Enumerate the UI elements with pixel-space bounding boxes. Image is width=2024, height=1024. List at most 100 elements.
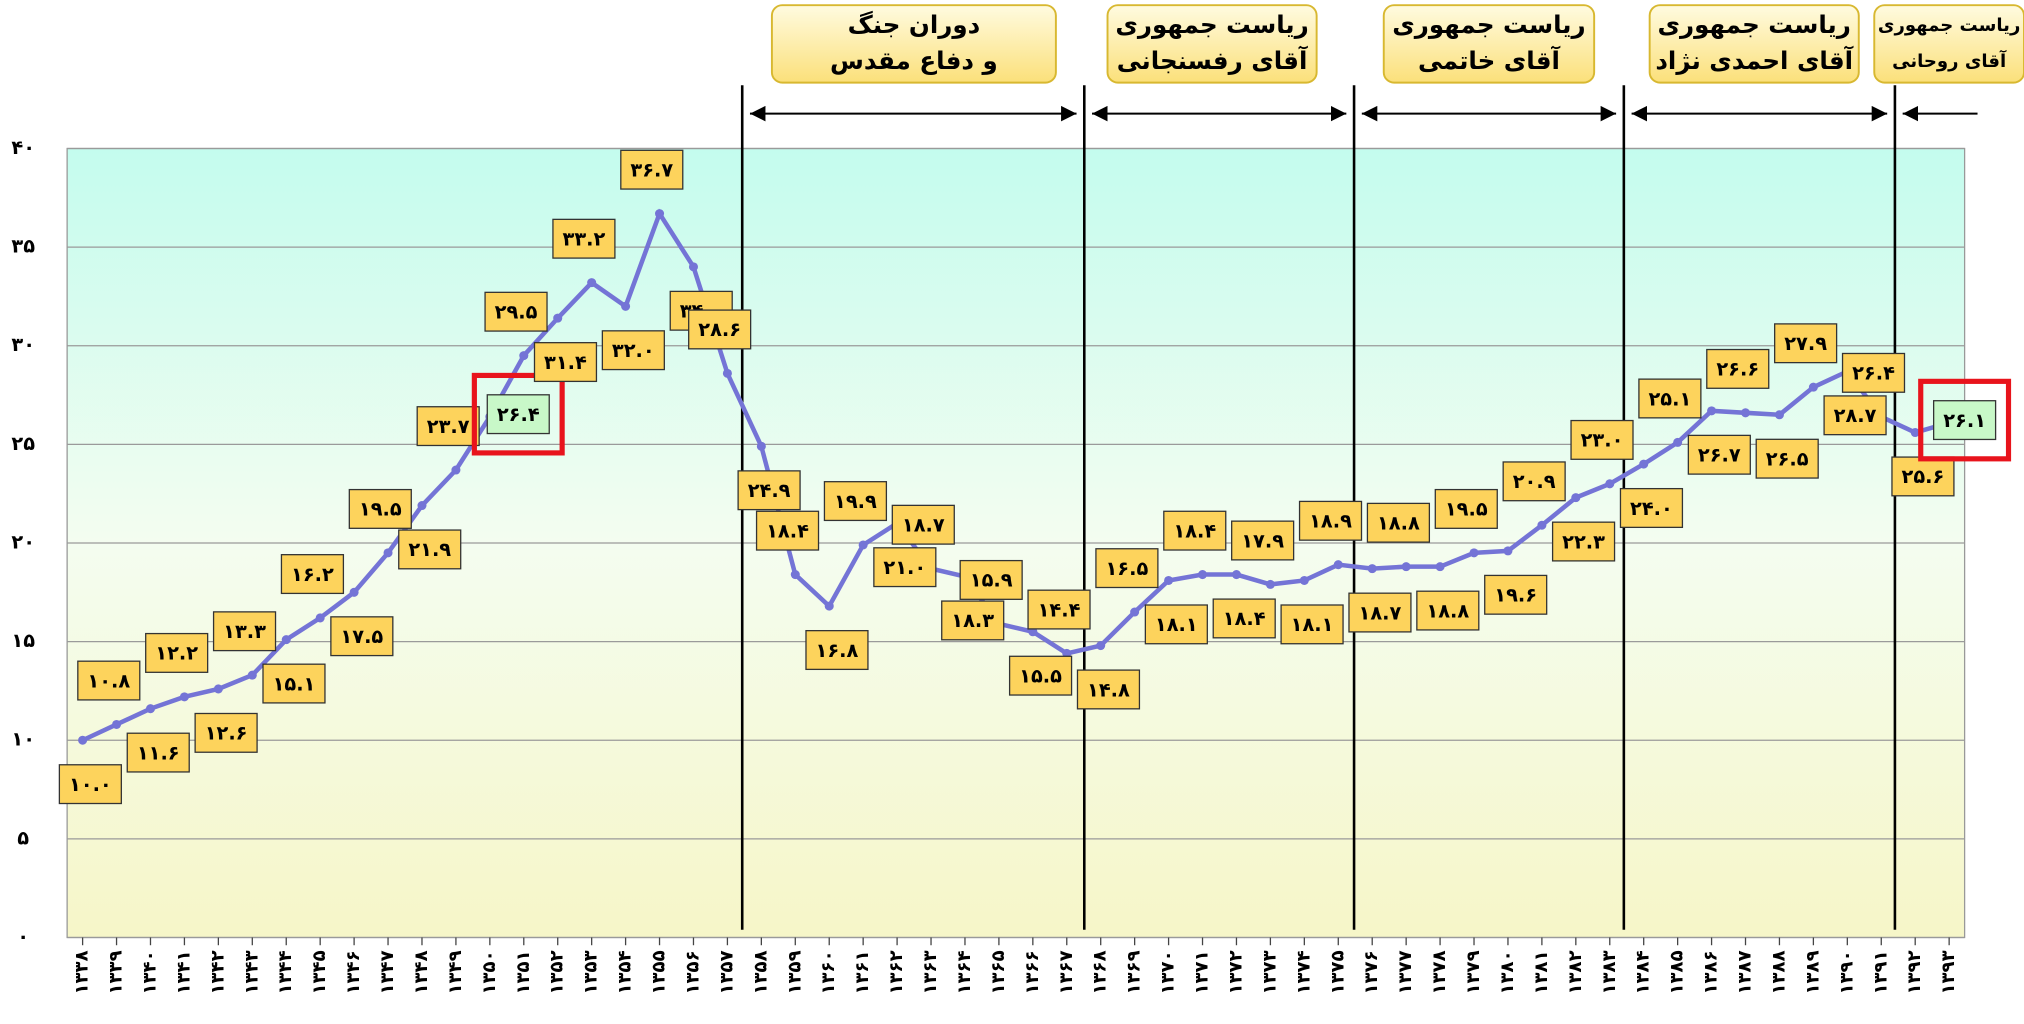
value-label-box — [823, 481, 888, 522]
data-point — [1469, 548, 1479, 558]
x-tick-label: ۱۳۹۱ — [1870, 950, 1891, 994]
value-label-box — [484, 291, 548, 332]
value-label-box — [77, 660, 141, 701]
y-tick-label: ۱۵ — [11, 629, 35, 652]
data-point — [688, 262, 698, 272]
value-label: ۲۶.۷ — [1698, 444, 1741, 467]
value-label-box — [1932, 400, 1997, 441]
data-point — [1571, 493, 1581, 503]
value-label-box — [1163, 510, 1227, 551]
x-tick-label: ۱۳۷۹ — [1463, 950, 1484, 994]
value-label-box — [58, 764, 122, 805]
value-label: ۲۰.۹ — [1513, 470, 1556, 493]
x-tick-label: ۱۳۶۰ — [818, 950, 839, 994]
value-label-box — [194, 712, 258, 753]
value-label-box — [873, 547, 937, 588]
x-tick-label: ۱۳۷۴ — [1293, 950, 1314, 994]
x-tick-label: ۱۳۶۹ — [1124, 950, 1145, 994]
era-box — [1648, 4, 1860, 84]
value-label: ۲۶.۶ — [1716, 358, 1759, 381]
value-label: ۲۴.۰ — [1630, 497, 1673, 520]
value-label-box — [1706, 348, 1770, 389]
value-label-box — [891, 504, 955, 545]
x-tick-label: ۱۳۷۶ — [1361, 950, 1382, 994]
x-tick-label: ۱۳۴۳ — [241, 950, 262, 994]
x-tick-label: ۱۳۴۹ — [445, 950, 466, 994]
data-point — [1740, 408, 1751, 418]
value-label-box — [486, 394, 550, 435]
value-label-box — [348, 488, 412, 529]
x-tick-label: ۱۳۷۸ — [1429, 950, 1450, 994]
data-point — [112, 719, 122, 729]
value-label-box — [533, 342, 598, 383]
value-label-box — [620, 149, 684, 190]
x-tick-label: ۱۳۸۳ — [1599, 950, 1620, 994]
era-label: ریاست جمهوری — [1878, 15, 2020, 36]
value-label: ۱۸.۸ — [1426, 599, 1469, 622]
era-box — [1873, 4, 2024, 84]
value-label: ۱۴.۴ — [1038, 598, 1081, 621]
value-label: ۱۹.۹ — [834, 490, 877, 513]
data-point — [587, 278, 597, 288]
x-tick-label: ۱۳۸۱ — [1531, 950, 1552, 994]
value-label: ۲۵.۱ — [1648, 387, 1691, 410]
x-tick-label: ۱۳۷۵ — [1327, 950, 1348, 994]
data-point — [1367, 564, 1377, 574]
value-label: ۱۸.۴ — [766, 519, 809, 542]
data-point — [1673, 437, 1683, 447]
x-tick-label: ۱۳۴۲ — [207, 950, 228, 994]
data-point — [383, 548, 393, 558]
value-label: ۱۶.۵ — [1106, 557, 1149, 580]
value-label: ۱۷.۹ — [1241, 529, 1284, 552]
value-label: ۲۷.۹ — [1784, 332, 1827, 355]
highlight-frame — [471, 372, 565, 456]
highlight-frame — [1918, 378, 2012, 462]
data-point — [78, 735, 88, 745]
data-point — [1265, 579, 1275, 589]
y-tick-label: ۴۰ — [11, 136, 35, 159]
x-tick-label: ۱۳۴۸ — [411, 950, 432, 994]
data-point — [621, 301, 631, 311]
value-label: ۱۹.۵ — [359, 498, 402, 521]
value-label: ۱۷.۵ — [340, 625, 383, 648]
x-tick-label: ۱۳۴۱ — [173, 950, 194, 994]
x-tick-label: ۱۳۷۰ — [1158, 950, 1179, 994]
data-point — [1130, 607, 1140, 617]
value-label-box — [1366, 502, 1431, 543]
y-tick-label: ۲۰ — [11, 530, 35, 553]
x-tick-label: ۱۳۸۰ — [1497, 950, 1518, 994]
value-label-box — [1823, 395, 1887, 436]
value-label: ۱۸.۷ — [1359, 601, 1402, 624]
x-tick-label: ۱۳۷۳ — [1259, 950, 1280, 994]
value-label: ۱۸.۷ — [902, 514, 945, 537]
value-label: ۱۵.۱ — [273, 672, 316, 695]
value-label: ۱۴.۸ — [1087, 678, 1130, 701]
x-tick-label: ۱۳۸۲ — [1565, 950, 1586, 994]
value-label: ۱۳.۳ — [223, 620, 266, 643]
value-label-box — [1434, 488, 1498, 529]
x-tick-label: ۱۳۸۹ — [1802, 950, 1823, 994]
value-label: ۳۲.۰ — [612, 339, 655, 362]
x-tick-label: ۱۳۶۳ — [920, 950, 941, 994]
x-tick-label: ۱۳۷۲ — [1225, 950, 1246, 994]
x-tick-label: ۱۳۴۵ — [309, 950, 330, 994]
data-point — [824, 601, 834, 611]
value-label-box — [1687, 434, 1751, 475]
data-point — [1198, 570, 1208, 580]
value-label: ۳۶.۷ — [630, 158, 673, 181]
value-label: ۱۵.۹ — [970, 569, 1013, 592]
data-point — [349, 587, 359, 597]
value-label-box — [552, 218, 616, 259]
value-label: ۱۵.۵ — [1019, 664, 1062, 687]
value-label: ۱۸.۱ — [1155, 613, 1198, 636]
value-label: ۱۸.۴ — [1173, 519, 1216, 542]
value-label: ۱۹.۵ — [1445, 498, 1488, 521]
era-box — [1382, 4, 1596, 84]
value-label-box — [212, 611, 277, 652]
data-point — [179, 692, 189, 702]
x-tick-label: ۱۳۵۲ — [547, 950, 568, 994]
value-label-box — [1144, 604, 1208, 645]
x-tick-label: ۱۳۳۹ — [106, 950, 127, 994]
data-point — [1333, 560, 1343, 570]
